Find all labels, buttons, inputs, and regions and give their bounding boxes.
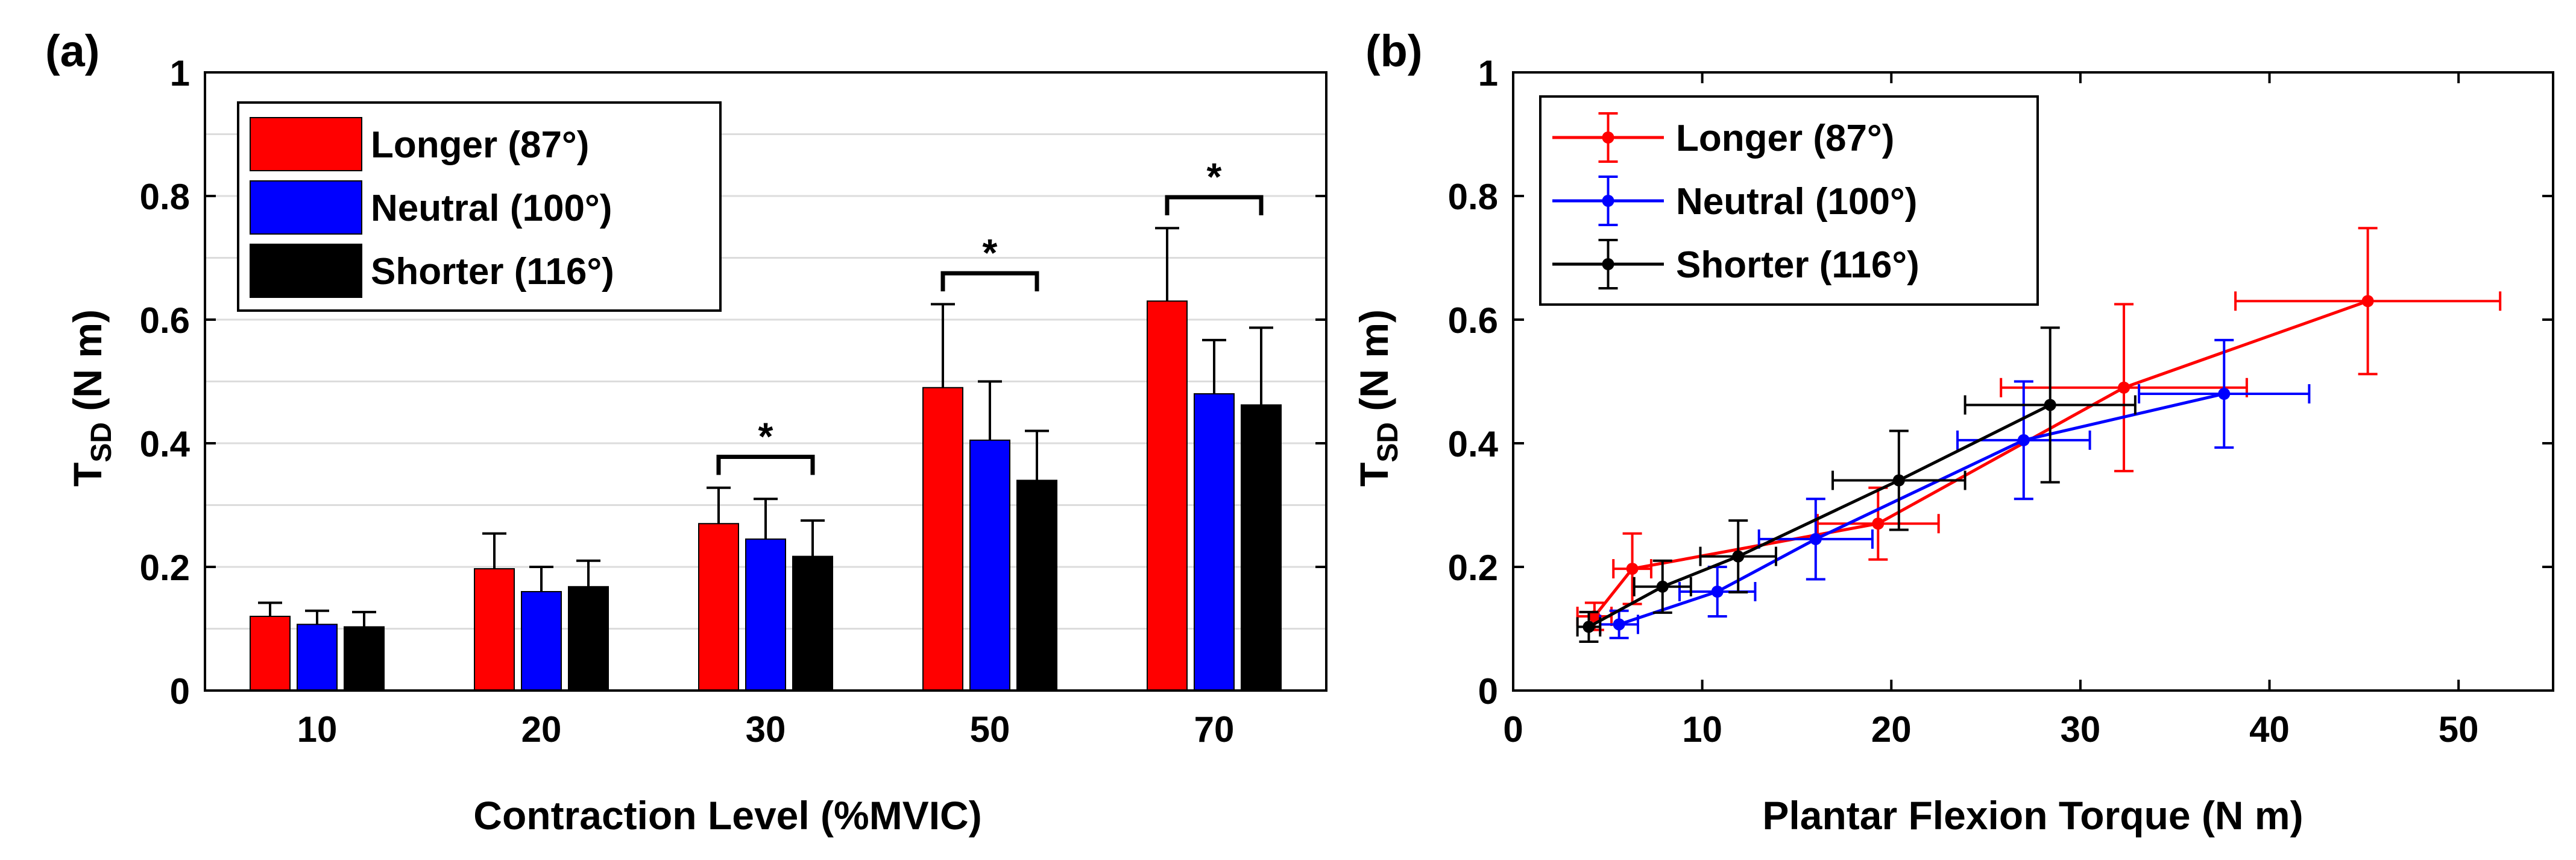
- line-neutral: [1618, 392, 2225, 626]
- point-shorter-0: [1582, 621, 1595, 633]
- bar-shorter-20: [568, 586, 609, 691]
- panel-a-axes-box: [204, 71, 1327, 692]
- panel-label-a: (a): [45, 26, 99, 76]
- panel-b-axes-box: [1512, 71, 2554, 692]
- significance-marker-30: *: [758, 415, 773, 458]
- panel-a-ylabel: TSD (N m): [65, 309, 118, 487]
- legend-marker-longer: [1602, 131, 1614, 144]
- legend-label-neutral: Neutral (100°): [371, 188, 612, 229]
- point-longer-4: [2361, 295, 2374, 308]
- panel-b-ytick-label: 0.4: [1448, 424, 1499, 464]
- significance-bracket-50: [940, 271, 1039, 292]
- panel-a-bar-chart: 0 0.2 0.4 0.6 0.8 1 10 20 30 50 70 * * * Longer (87°) N…: [140, 53, 1327, 750]
- series-neutral: [1599, 338, 2311, 639]
- panel-b-xtick-label: 50: [2439, 709, 2479, 750]
- panel-a-ytick-label: 0.4: [140, 424, 191, 464]
- bar-longer-10: [250, 616, 291, 691]
- point-shorter-3: [1892, 474, 1905, 487]
- point-neutral-3: [2017, 434, 2030, 446]
- panel-a-xlabel: Contraction Level (%MVIC): [473, 793, 981, 838]
- bar-neutral-70: [1194, 393, 1235, 691]
- panel-label-b: (b): [1365, 26, 1423, 76]
- panel-b-ytick-label: 0.2: [1448, 548, 1498, 588]
- line-shorter: [1588, 403, 2051, 628]
- panel-a-ytick-label: 0: [170, 671, 190, 712]
- panel-b-ylabel: TSD (N m): [1352, 309, 1404, 487]
- point-shorter-2: [1732, 550, 1745, 563]
- legend-label-longer: Longer (87°): [371, 124, 589, 166]
- significance-marker-70: *: [1207, 155, 1222, 198]
- panel-a-ytick-label: 0.6: [140, 300, 190, 341]
- point-neutral-0: [1613, 618, 1625, 631]
- series-shorter: [1576, 326, 2137, 643]
- point-neutral-1: [1711, 586, 1724, 598]
- panel-a-ytick-label: 0.8: [140, 177, 190, 217]
- panel-b-ytick-label: 0.6: [1448, 300, 1498, 341]
- panel-b-xtick-label: 30: [2061, 709, 2101, 750]
- significance-bracket-70: [1165, 195, 1264, 216]
- panel-b-ytick-label: 1: [1478, 53, 1498, 93]
- bar-neutral-20: [521, 591, 562, 691]
- panel-b-ytick-label: 0.8: [1448, 177, 1498, 217]
- panel-b-xtick-label: 10: [1682, 709, 1722, 750]
- bar-neutral-10: [297, 624, 338, 691]
- bar-longer-20: [474, 568, 515, 692]
- bar-longer-70: [1147, 300, 1188, 691]
- significance-bracket-30: [716, 455, 815, 475]
- bar-longer-50: [922, 387, 963, 691]
- legend-label-longer: Longer (87°): [1676, 118, 1894, 159]
- panel-a-xtick-label: 50: [970, 709, 1010, 750]
- panel-b-legend: Longer (87°) Neutral (100°) Shorter (116°): [1539, 95, 2039, 306]
- significance-marker-50: *: [983, 231, 998, 274]
- panel-b-xlabel: Plantar Flexion Torque (N m): [1762, 793, 2303, 838]
- bar-shorter-30: [792, 555, 833, 692]
- point-shorter-1: [1656, 580, 1669, 593]
- legend-swatch-shorter: [250, 244, 362, 298]
- point-longer-0: [1588, 610, 1601, 622]
- point-neutral-4: [2218, 388, 2231, 400]
- point-longer-2: [1872, 517, 1885, 530]
- panel-a-ytick-label: 1: [170, 53, 190, 93]
- panel-b-xtick-label: 40: [2249, 709, 2290, 750]
- bar-longer-30: [698, 523, 739, 691]
- legend-swatch-longer: [250, 117, 362, 171]
- legend-marker-neutral: [1602, 195, 1614, 207]
- legend-label-shorter: Shorter (116°): [1676, 244, 1919, 286]
- bar-neutral-30: [745, 538, 786, 691]
- bar-shorter-70: [1241, 404, 1282, 691]
- point-longer-1: [1626, 563, 1639, 575]
- panel-a-xtick-label: 30: [746, 709, 786, 750]
- legend-marker-shorter: [1602, 258, 1614, 270]
- panel-b-ytick-label: 0: [1478, 671, 1498, 712]
- point-neutral-2: [1809, 533, 1822, 545]
- panel-a-xtick-label: 20: [521, 709, 562, 750]
- panel-a-xtick-label: 10: [297, 709, 338, 750]
- legend-label-shorter: Shorter (116°): [371, 251, 614, 292]
- point-longer-3: [2118, 381, 2130, 394]
- panel-b-xtick-label: 20: [1871, 709, 1912, 750]
- point-shorter-4: [2044, 399, 2056, 411]
- legend-label-neutral: Neutral (100°): [1676, 181, 1917, 223]
- bar-shorter-10: [344, 626, 385, 692]
- bar-shorter-50: [1016, 479, 1057, 691]
- panel-b-xtick-label: 0: [1503, 709, 1523, 750]
- legend-swatch-neutral: [250, 180, 362, 235]
- bar-neutral-50: [969, 439, 1010, 691]
- panel-a-legend: Longer (87°) Neutral (100°) Shorter (116°): [237, 101, 722, 312]
- panel-a-xtick-label: 70: [1194, 709, 1235, 750]
- panel-a-ytick-label: 0.2: [140, 548, 190, 588]
